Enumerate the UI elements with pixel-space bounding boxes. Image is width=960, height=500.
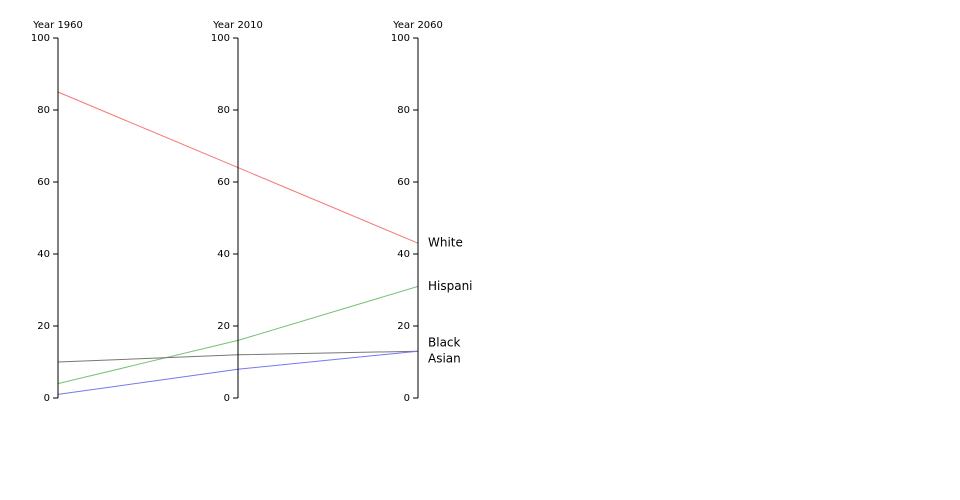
y-tick-label: 100 — [31, 33, 50, 44]
y-tick-label: 80 — [217, 105, 230, 116]
y-tick-label: 0 — [44, 393, 50, 404]
y-tick-label: 100 — [211, 33, 230, 44]
y-tick-label: 80 — [37, 105, 50, 116]
y-tick-label: 40 — [37, 249, 50, 260]
y-tick-label: 0 — [224, 393, 230, 404]
series-label: Black — [428, 336, 461, 350]
axis-title: Year 1960 — [32, 20, 83, 31]
y-tick-label: 40 — [397, 249, 410, 260]
y-tick-label: 100 — [391, 33, 410, 44]
y-tick-label: 20 — [397, 321, 410, 332]
y-tick-label: 60 — [397, 177, 410, 188]
series-label: White — [428, 236, 463, 250]
y-tick-label: 60 — [217, 177, 230, 188]
series-label: Hispani — [428, 279, 473, 293]
y-tick-label: 0 — [404, 393, 410, 404]
y-tick-label: 40 — [217, 249, 230, 260]
y-tick-label: 60 — [37, 177, 50, 188]
y-tick-label: 80 — [397, 105, 410, 116]
y-tick-label: 20 — [217, 321, 230, 332]
axis-title: Year 2010 — [212, 20, 263, 31]
y-tick-label: 20 — [37, 321, 50, 332]
series-label: Asian — [428, 352, 461, 366]
axis-title: Year 2060 — [392, 20, 443, 31]
